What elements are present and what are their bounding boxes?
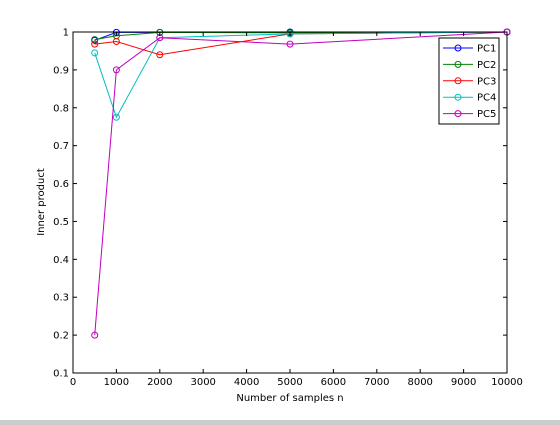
y-tick-label: 0.3 — [53, 293, 69, 304]
x-tick-label: 2000 — [147, 377, 172, 388]
y-tick-label: 1 — [63, 28, 69, 39]
legend-label: PC3 — [477, 76, 496, 87]
x-tick-label: 7000 — [364, 377, 389, 388]
axes-layer: 0 1000 2000 3000 4000 5000 6000 7000 8000 9000 100… — [53, 28, 523, 389]
legend-swatch-marker — [454, 93, 462, 101]
legend-label: PC4 — [477, 93, 496, 104]
y-tick-label: 0.7 — [53, 141, 69, 152]
legend-label: PC5 — [477, 109, 496, 120]
y-tick-label: 0.6 — [53, 179, 69, 190]
data-point — [91, 40, 99, 48]
plot-area — [73, 32, 507, 373]
x-tick-label: 10000 — [491, 377, 523, 388]
data-point — [112, 66, 120, 74]
y-tick-label: 0.4 — [53, 255, 69, 266]
data-point — [112, 113, 120, 121]
x-tick-label: 9000 — [451, 377, 476, 388]
x-tick-label: 8000 — [407, 377, 432, 388]
series-line-5 — [94, 31, 508, 336]
x-tick-label: 6000 — [321, 377, 346, 388]
data-point — [91, 49, 99, 57]
x-tick-label: 0 — [70, 377, 76, 388]
data-point — [91, 36, 99, 44]
x-tick-label: 4000 — [234, 377, 259, 388]
y-tick-label: 0.8 — [53, 103, 69, 114]
x-tick-label: 5000 — [277, 377, 302, 388]
legend-label: PC1 — [477, 44, 496, 55]
legend: PC1 PC2 PC3 PC4 PC5 — [438, 37, 500, 125]
data-point — [286, 30, 294, 38]
y-tick-label: 0.2 — [53, 331, 69, 342]
y-tick-label: 0.9 — [53, 65, 69, 76]
legend-swatch-marker — [454, 77, 462, 85]
legend-swatch-marker — [454, 60, 462, 68]
y-axis-label: Inner product — [36, 168, 47, 236]
data-point — [156, 51, 164, 59]
legend-label: PC2 — [477, 60, 496, 71]
legend-swatch-marker — [454, 44, 462, 52]
y-tick-label: 0.5 — [53, 217, 69, 228]
y-tick-label: 0.1 — [53, 369, 69, 380]
data-point — [286, 40, 294, 48]
x-axis-label: Number of samples n — [236, 393, 343, 404]
data-point — [91, 331, 99, 339]
x-tick-label: 1000 — [104, 377, 129, 388]
data-point — [112, 37, 120, 45]
x-tick-label: 3000 — [190, 377, 215, 388]
legend-swatch-marker — [454, 110, 462, 118]
